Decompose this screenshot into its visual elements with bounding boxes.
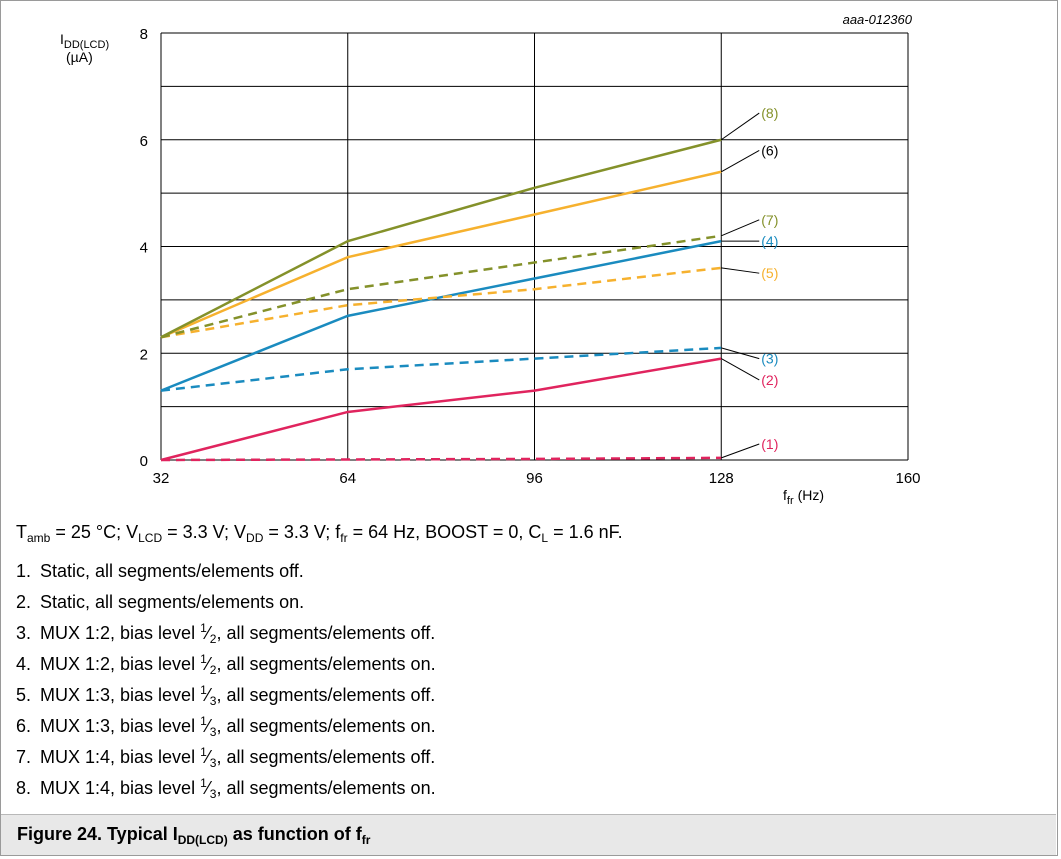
- callout-leader: [720, 112, 760, 141]
- series-label-8: (1): [761, 436, 778, 452]
- figure-id: aaa-012360: [843, 12, 913, 27]
- legend-note-item: 7. MUX 1:4, bias level 1⁄3, all segments/…: [16, 745, 436, 770]
- figure-caption: Figure 24. Typical IDD(LCD) as function …: [17, 824, 371, 847]
- legend-note-item: 2. Static, all segments/elements on.: [16, 592, 305, 612]
- y-tick-label: 4: [140, 240, 148, 257]
- series-label-3: (7): [761, 212, 778, 228]
- callout-leader: [721, 219, 760, 237]
- series-line-6: [160, 170, 722, 339]
- series-label-4: (4): [761, 233, 778, 249]
- chart: (8) (6) (7) (4) (5) (3) (2) (1) 32 64 96 128 160 0 2 4…: [60, 12, 921, 507]
- legend-note-item: 6. MUX 1:3, bias level 1⁄3, all segments/…: [16, 714, 436, 739]
- series-label-5: (5): [761, 265, 778, 281]
- series-line-5: [160, 266, 722, 339]
- legend-note-item: 3. MUX 1:2, bias level 1⁄2, all segments/…: [16, 621, 436, 646]
- x-tick-label: 96: [526, 470, 543, 487]
- series-group: [160, 138, 722, 462]
- callout-leader: [721, 347, 760, 360]
- x-axis-label: ffr (Hz): [783, 487, 824, 507]
- legend-note-item: 4. MUX 1:2, bias level 1⁄2, all segments/…: [16, 652, 436, 677]
- y-tick-label: 6: [140, 133, 148, 150]
- tick-labels: 32 64 96 128 160 0 2 4 6 8: [140, 26, 921, 487]
- y-axis-label: IDD(LCD): [60, 31, 109, 51]
- series-label-6: (3): [761, 351, 778, 367]
- series-line-1: [160, 456, 722, 462]
- legend-note-item: 1. Static, all segments/elements off.: [16, 561, 304, 581]
- x-tick-label: 128: [709, 470, 734, 487]
- series-label-2: (6): [761, 142, 778, 158]
- series-label-1: (8): [761, 105, 778, 121]
- callout-group: (8) (6) (7) (4) (5) (3) (2) (1): [720, 105, 778, 459]
- series-line-4: [160, 239, 722, 392]
- grid: [160, 32, 909, 461]
- callout-leader: [721, 149, 760, 173]
- test-conditions: Tamb = 25 °C; VLCD = 3.3 V; VDD = 3.3 V;…: [16, 522, 623, 545]
- x-tick-label: 64: [339, 470, 356, 487]
- series-line-7: [160, 234, 722, 339]
- y-axis-unit: (µA): [66, 49, 93, 65]
- series-label-7: (2): [761, 372, 778, 388]
- callout-leader: [721, 358, 760, 381]
- legend-notes: 1. Static, all segments/elements off. 2. St…: [16, 556, 436, 804]
- legend-note-item: 8. MUX 1:4, bias level 1⁄3, all segments/…: [16, 776, 436, 801]
- caption-bar: Figure 24. Typical IDD(LCD) as function …: [1, 814, 1056, 855]
- callout-leader: [721, 443, 760, 459]
- legend-note-item: 5. MUX 1:3, bias level 1⁄3, all segments/…: [16, 683, 436, 708]
- y-tick-label: 0: [140, 453, 148, 470]
- x-tick-label: 160: [895, 470, 920, 487]
- series-line-3: [160, 346, 722, 392]
- series-line-8: [160, 138, 722, 339]
- x-tick-label: 32: [153, 470, 170, 487]
- callout-leader: [721, 267, 760, 274]
- y-tick-label: 2: [140, 346, 148, 363]
- y-tick-label: 8: [140, 26, 148, 43]
- series-line-2: [160, 357, 722, 462]
